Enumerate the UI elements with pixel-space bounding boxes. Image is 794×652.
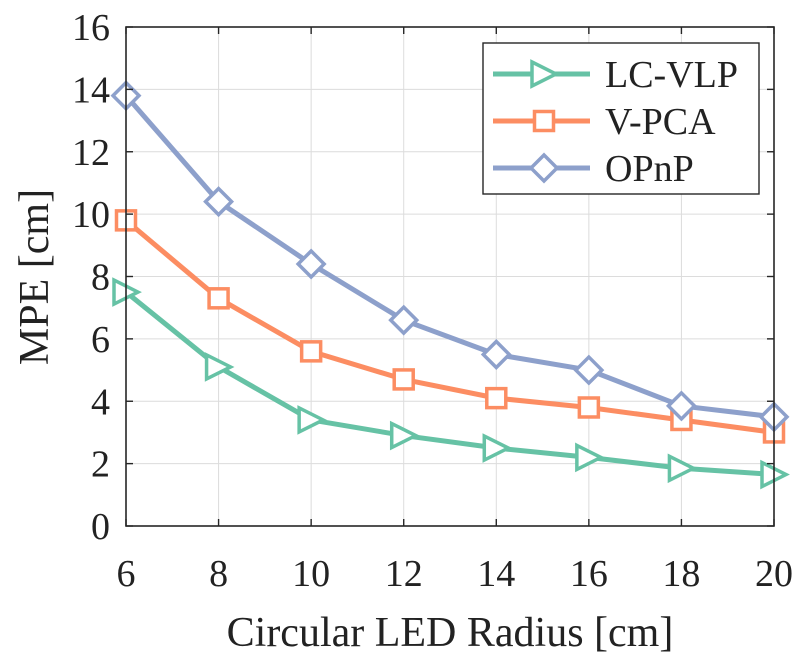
x-tick-label: 18: [662, 553, 700, 595]
tick-marks: [125, 26, 775, 527]
y-tick-label: 14: [72, 69, 110, 111]
series-lc-vlp: [112, 277, 790, 490]
data-point-opnp: [203, 186, 235, 218]
y-tick-label: 2: [91, 444, 110, 486]
data-point-v-pca: [207, 287, 230, 310]
data-point-opnp: [295, 248, 327, 280]
tick-labels: 6 8 10 12 14 16 18 20 0 2 4 6 8 10 12 14 16: [72, 7, 793, 595]
series-layer: [110, 80, 790, 490]
data-point-v-pca: [392, 368, 415, 391]
legend: LC-VLP V-PCA OPnP: [482, 42, 760, 195]
legend-label-lc-vlp: LC-VLP: [605, 54, 738, 96]
data-point-lc-vlp: [575, 442, 605, 473]
y-tick-label: 8: [91, 257, 110, 299]
legend-label-v-pca: V-PCA: [605, 101, 716, 143]
data-point-lc-vlp: [204, 352, 235, 382]
data-point-opnp: [388, 304, 420, 336]
y-tick-label: 4: [91, 381, 110, 423]
data-point-lc-vlp: [482, 433, 513, 463]
series-line-opnp: [124, 93, 775, 420]
x-axis-label: Circular LED Radius [cm]: [227, 610, 674, 652]
series-v-pca: [114, 209, 786, 444]
legend-marker-lc-vlp: [530, 59, 560, 89]
legend-marker-v-pca: [532, 109, 556, 133]
x-tick-label: 16: [570, 553, 608, 595]
series-line-v-pca: [124, 218, 775, 435]
data-point-v-pca: [485, 386, 508, 410]
x-tick-label: 12: [385, 553, 423, 595]
data-point-opnp: [573, 354, 605, 386]
y-tick-label: 6: [91, 319, 110, 361]
x-tick-label: 10: [292, 553, 330, 595]
legend-label-opnp: OPnP: [605, 148, 694, 190]
legend-marker-opnp: [528, 152, 560, 184]
y-tick-label: 16: [72, 7, 110, 49]
x-tick-label: 14: [477, 553, 515, 595]
series-line-lc-vlp: [124, 290, 775, 478]
data-point-lc-vlp: [297, 405, 328, 435]
data-point-opnp: [665, 390, 697, 422]
data-point-v-pca: [577, 396, 601, 419]
x-tick-label: 6: [117, 553, 136, 595]
data-point-v-pca: [299, 340, 323, 363]
data-point-opnp: [480, 338, 512, 370]
data-point-lc-vlp: [667, 453, 698, 484]
y-tick-label: 12: [72, 132, 110, 174]
x-tick-label: 8: [209, 553, 228, 595]
x-tick-label: 20: [755, 553, 793, 595]
y-axis-label: MPE [cm]: [12, 189, 58, 365]
y-tick-label: 0: [91, 506, 110, 548]
y-tick-label: 10: [72, 194, 110, 236]
data-point-lc-vlp: [389, 420, 420, 451]
